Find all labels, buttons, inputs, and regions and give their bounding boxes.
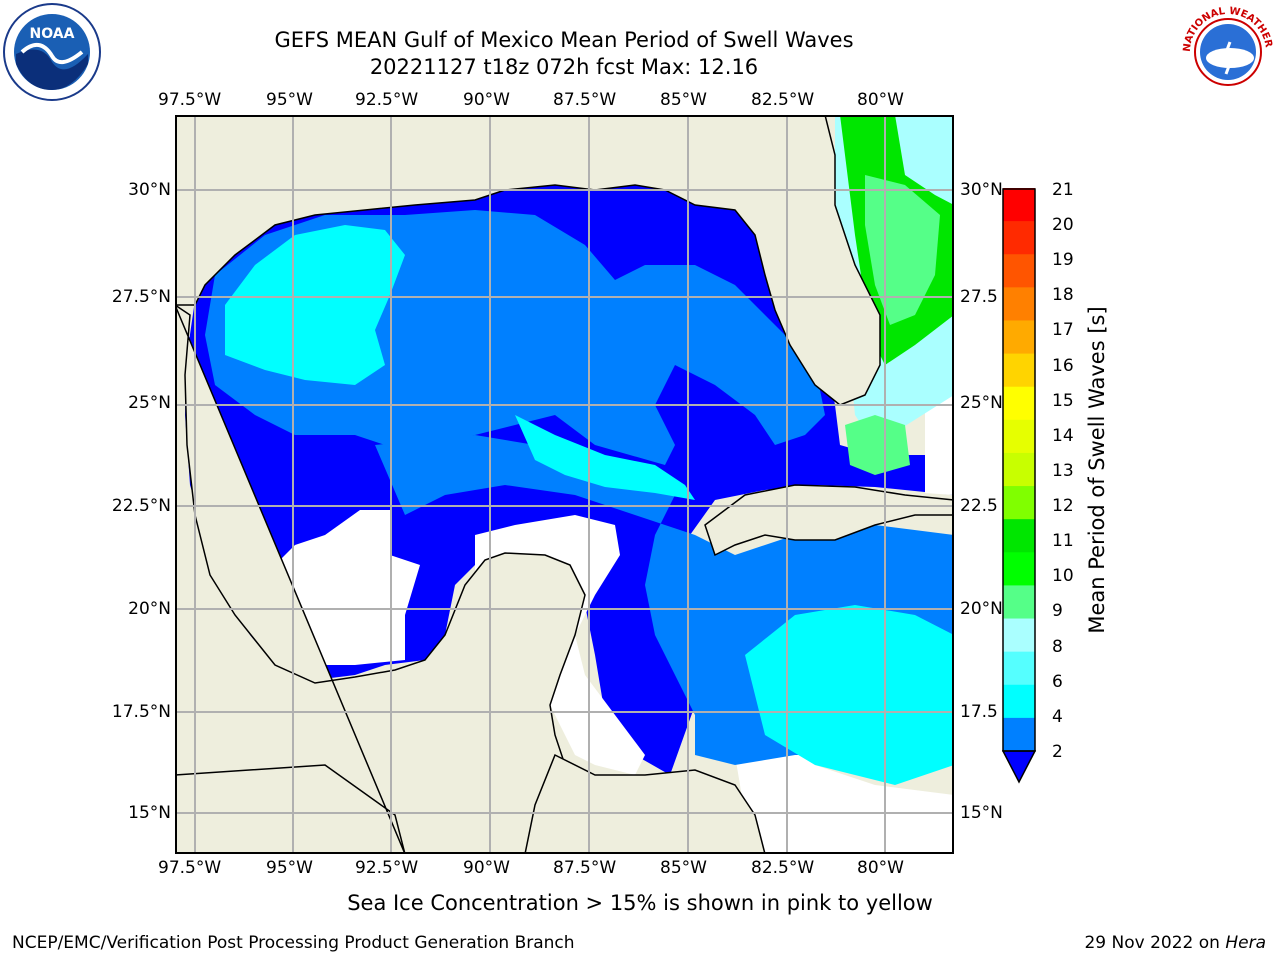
colorbar-swatch — [1003, 419, 1035, 454]
footer-date: 29 Nov 2022 on Hera — [1084, 933, 1266, 953]
lon-tick-top: 92.5°W — [355, 90, 419, 110]
colorbar-tick: 15 — [1052, 391, 1074, 411]
colorbar-frame — [1002, 188, 1036, 752]
colorbar-tick: 20 — [1052, 215, 1074, 235]
lat-tick-right: 30°N — [960, 180, 1003, 200]
colorbar-swatch — [1003, 519, 1035, 553]
lat-tick-left: 17.5°N — [111, 702, 171, 722]
lon-tick-bottom: 92.5°W — [355, 858, 419, 878]
colorbar-tick: 19 — [1052, 250, 1074, 270]
colorbar-swatch — [1003, 188, 1035, 222]
lon-tick-top: 95°W — [266, 90, 313, 110]
colorbar-tick: 10 — [1052, 566, 1074, 586]
colorbar-tick: 11 — [1052, 531, 1074, 551]
colorbar-swatch — [1003, 486, 1035, 520]
lon-tick-top: 82.5°W — [751, 90, 815, 110]
colorbar-swatch — [1003, 585, 1035, 620]
footer-credit: NCEP/EMC/Verification Post Processing Pr… — [12, 933, 575, 953]
colorbar-swatch — [1003, 254, 1035, 288]
lon-tick-bottom: 85°W — [660, 858, 707, 878]
lon-tick-bottom: 82.5°W — [751, 858, 815, 878]
lon-tick-top: 80°W — [857, 90, 904, 110]
colorbar-swatch — [1003, 717, 1035, 752]
colorbar-tick: 13 — [1052, 461, 1074, 481]
colorbar-swatch — [1003, 386, 1035, 421]
colorbar — [1001, 188, 1037, 784]
colorbar-tick: 9 — [1052, 601, 1063, 621]
map-panel — [175, 115, 954, 854]
white-region-atlantic — [925, 395, 954, 495]
lat-tick-left: 22.5°N — [111, 496, 171, 516]
land-us-coast — [175, 115, 881, 406]
lat-tick-right: 25°N — [960, 393, 1003, 413]
lon-tick-bottom: 87.5°W — [553, 858, 617, 878]
lon-tick-bottom: 80°W — [857, 858, 904, 878]
lon-tick-bottom: 97.5°W — [158, 858, 222, 878]
colorbar-tick: 6 — [1052, 672, 1063, 692]
colorbar-extend-triangle — [1001, 750, 1037, 784]
nws-logo: NATIONAL WEATHER SERVICE — [1174, 0, 1278, 102]
lat-tick-left: 30°N — [128, 180, 171, 200]
land-central-america — [524, 753, 766, 854]
white-region-caribbean — [735, 735, 954, 854]
colorbar-tick: 16 — [1052, 356, 1074, 376]
swell-4-6s-caribbean — [745, 605, 954, 785]
lon-tick-top: 97.5°W — [158, 90, 222, 110]
lon-tick-bottom: 90°W — [463, 858, 510, 878]
colorbar-tick: 21 — [1052, 180, 1074, 200]
lat-tick-right: 22.5 — [960, 496, 998, 516]
footer-host: Hera — [1225, 933, 1266, 953]
colorbar-swatch — [1003, 221, 1035, 255]
colorbar-tick: 2 — [1052, 742, 1063, 762]
colorbar-swatch — [1003, 651, 1035, 686]
colorbar-swatch — [1003, 320, 1035, 355]
lon-tick-top: 87.5°W — [553, 90, 617, 110]
lon-tick-top: 85°W — [660, 90, 707, 110]
swell-4-6s-west — [225, 225, 405, 385]
swell-9-10s-atlantic-inner — [865, 175, 940, 325]
lon-tick-top: 90°W — [463, 90, 510, 110]
colorbar-svg — [1001, 188, 1037, 784]
colorbar-tick: 8 — [1052, 637, 1063, 657]
lat-tick-left: 25°N — [128, 393, 171, 413]
lat-tick-left: 15°N — [128, 803, 171, 823]
lat-tick-right: 15°N — [960, 803, 1003, 823]
chart-title: GEFS MEAN Gulf of Mexico Mean Period of … — [274, 28, 854, 52]
lon-tick-bottom: 95°W — [266, 858, 313, 878]
colorbar-swatch — [1003, 287, 1035, 322]
colorbar-label: Mean Period of Swell Waves [s] — [1085, 306, 1109, 634]
graticule — [175, 115, 954, 854]
lat-tick-right: 17.5 — [960, 702, 998, 722]
chart-subtitle: 20221127 t18z 072h fcst Max: 12.16 — [369, 55, 759, 79]
colorbar-swatch — [1003, 552, 1035, 587]
colorbar-swatch — [1003, 684, 1035, 719]
colorbar-swatch — [1003, 618, 1035, 653]
colorbar-tick: 12 — [1052, 496, 1074, 516]
colorbar-tick: 14 — [1052, 426, 1074, 446]
lat-tick-left: 27.5°N — [111, 287, 171, 307]
colorbar-tick: 17 — [1052, 320, 1074, 340]
colorbar-tick: 18 — [1052, 285, 1074, 305]
svg-text:NOAA: NOAA — [30, 26, 75, 42]
colorbar-swatch — [1003, 452, 1035, 487]
sea-ice-note: Sea Ice Concentration > 15% is shown in … — [347, 891, 933, 915]
lat-tick-right: 20°N — [960, 599, 1003, 619]
noaa-logo: NOAA — [2, 2, 102, 102]
lat-tick-left: 20°N — [128, 599, 171, 619]
lat-tick-right: 27.5 — [960, 287, 998, 307]
swell-4-6s-central — [515, 415, 695, 500]
footer-date-text: 29 Nov 2022 on — [1084, 933, 1226, 953]
colorbar-tick: 4 — [1052, 707, 1063, 727]
land-cuba — [704, 484, 954, 557]
swell-9s-straits — [845, 415, 910, 475]
colorbar-swatch — [1003, 353, 1035, 388]
map-svg — [175, 115, 954, 854]
